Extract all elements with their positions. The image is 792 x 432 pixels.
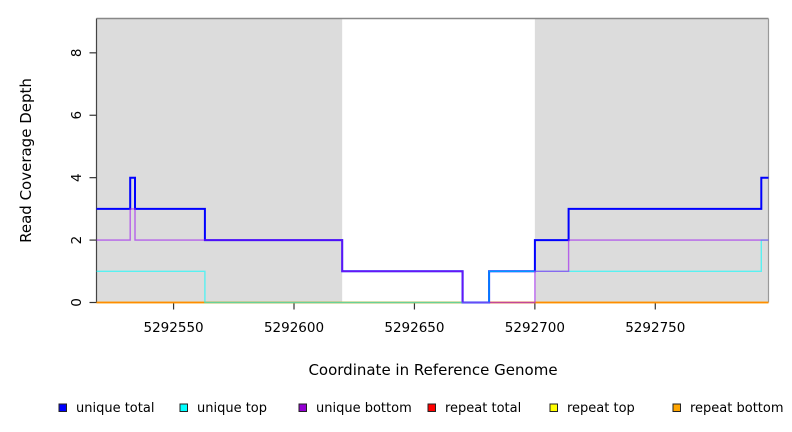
axes: 5292550 5292600 5292650 5292700 5292750 0 2 4 6 8 <box>69 49 685 336</box>
legend-item-repeat-total: repeat total <box>427 401 521 416</box>
x-tick-label: 5292550 <box>144 320 204 336</box>
y-tick-label: 6 <box>69 111 85 120</box>
x-tick-label: 5292750 <box>625 320 685 336</box>
legend-label-repeat-total: repeat total <box>445 401 521 416</box>
legend-label-unique-top: unique top <box>197 401 267 416</box>
legend-item-unique-top: unique top <box>179 401 267 416</box>
y-axis-title: Read Coverage Depth <box>17 78 35 243</box>
legend-label-repeat-top: repeat top <box>567 401 635 416</box>
y-tick-label: 4 <box>69 173 85 182</box>
legend-label-repeat-bottom: repeat bottom <box>690 401 784 416</box>
legend-item-unique-bottom: unique bottom <box>298 401 412 416</box>
legend-label-unique-total: unique total <box>76 401 154 416</box>
x-tick-label: 5292600 <box>264 320 324 336</box>
legend-swatch-repeat-bottom <box>672 403 681 412</box>
legend-item-repeat-top: repeat top <box>549 401 635 416</box>
y-tick-label: 0 <box>69 298 85 307</box>
x-tick-label: 5292700 <box>505 320 565 336</box>
legend-swatch-unique-top <box>179 403 188 412</box>
repeat-region-shade <box>534 18 769 303</box>
legend-swatch-unique-bottom <box>298 403 307 412</box>
legend-swatch-repeat-top <box>549 403 558 412</box>
legend: unique total unique top unique bottom repea… <box>58 401 784 416</box>
y-tick-label: 8 <box>69 49 85 58</box>
repeat-region-shade <box>96 18 343 303</box>
series-line-unique-top <box>96 239 769 304</box>
series-line-unique-bottom <box>96 208 769 304</box>
legend-swatch-repeat-total <box>427 403 436 412</box>
x-tick-label: 5292650 <box>384 320 444 336</box>
x-axis-title: Coordinate in Reference Genome <box>308 361 557 379</box>
legend-item-repeat-bottom: repeat bottom <box>672 401 784 416</box>
legend-swatch-unique-total <box>58 403 67 412</box>
legend-label-unique-bottom: unique bottom <box>316 401 412 416</box>
repeat-region-shades <box>96 18 769 303</box>
series-lines <box>96 176 769 304</box>
legend-item-unique-total: unique total <box>58 401 154 416</box>
y-tick-label: 2 <box>69 236 85 245</box>
